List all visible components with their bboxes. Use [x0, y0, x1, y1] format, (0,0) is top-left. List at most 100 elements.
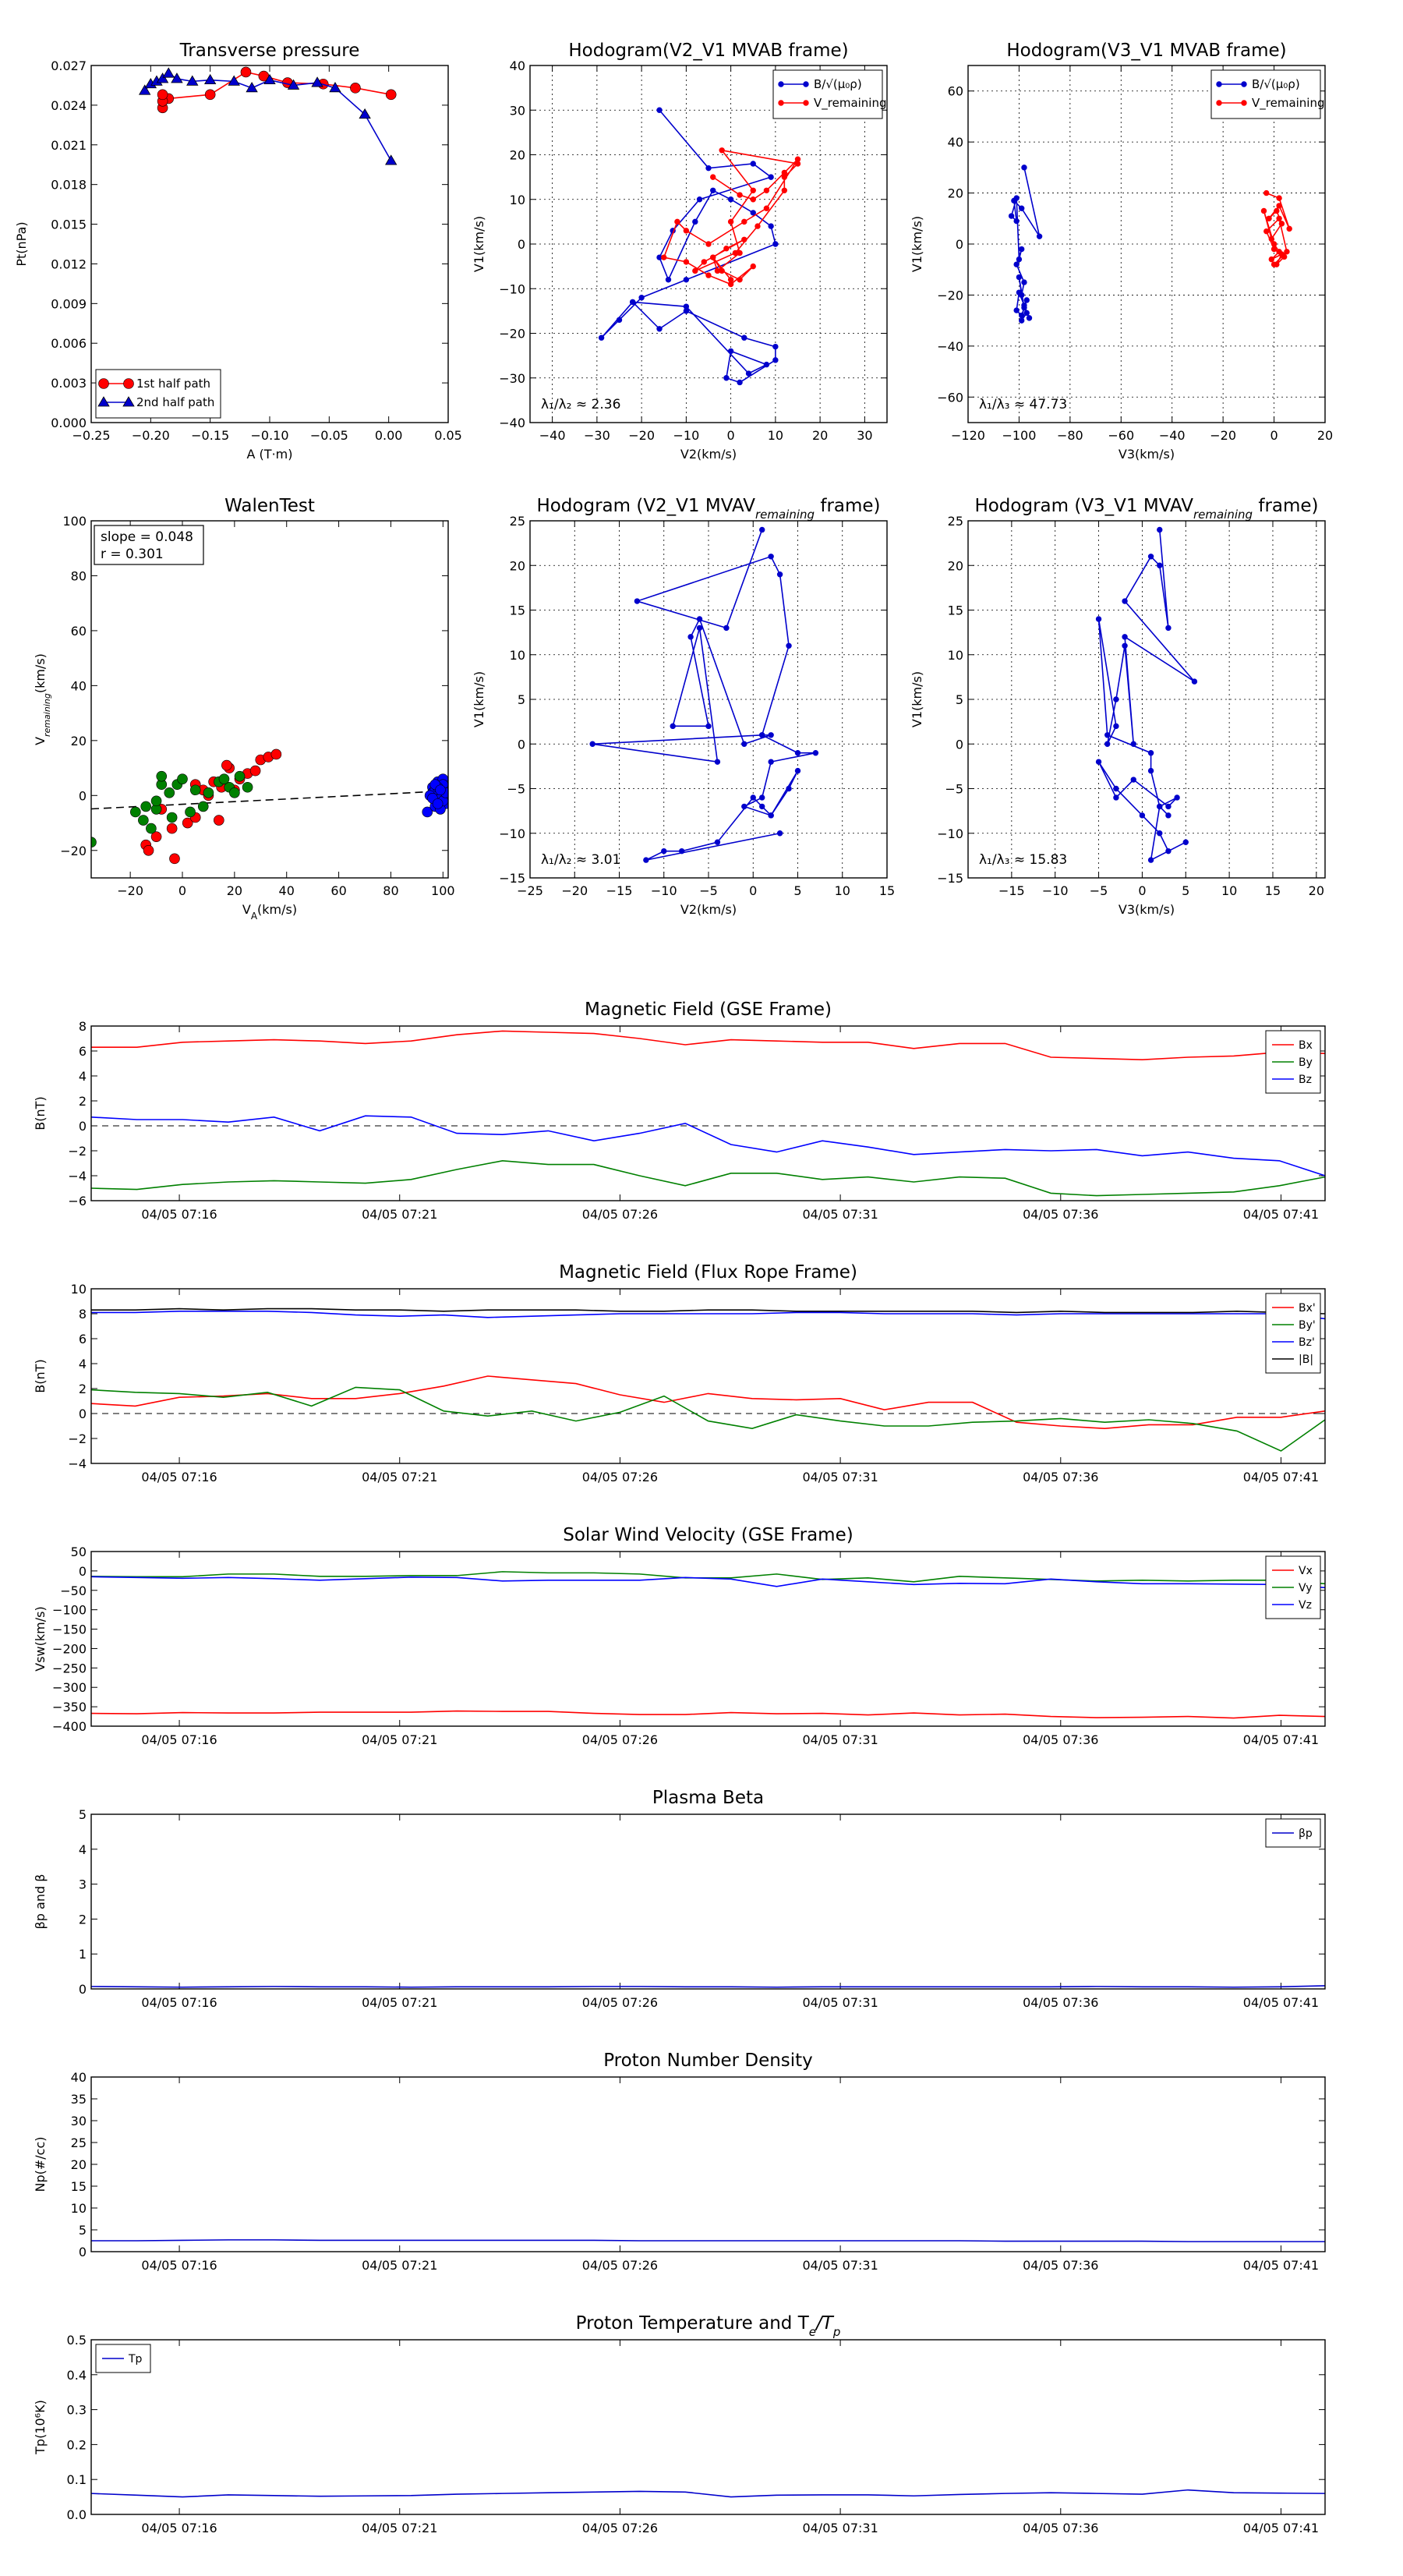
legend: B/√(μ₀ρ) V_remaining	[1210, 69, 1325, 119]
y-tick-label: 0.5	[67, 2333, 87, 2348]
y-tick-label: 0	[518, 237, 525, 252]
data-point	[1157, 830, 1163, 837]
data-point	[701, 259, 707, 265]
data-point	[249, 765, 261, 777]
data-point	[656, 326, 663, 332]
plot-area	[91, 2239, 1325, 2242]
data-point	[763, 187, 770, 194]
data-point	[727, 348, 734, 355]
y-tick-label: 15	[510, 603, 525, 618]
data-point	[768, 174, 774, 180]
data-point	[186, 75, 199, 86]
y-tick-label: 20	[71, 734, 87, 748]
time-tick-label: 04/05 07:41	[1243, 2258, 1319, 2273]
panel-title: Magnetic Field (Flux Rope Frame)	[559, 1262, 857, 1283]
series-line	[592, 529, 816, 861]
plot-area	[91, 748, 448, 865]
legend-label: V_remaining	[1252, 96, 1325, 111]
data-point	[737, 277, 743, 283]
data-point	[1122, 634, 1128, 640]
data-point	[1266, 215, 1272, 221]
y-tick-label: 10	[510, 648, 525, 663]
data-point	[768, 732, 774, 738]
legend-frame	[772, 69, 883, 119]
y-tick-label: 0.0	[67, 2507, 87, 2522]
x-tick-label: 20	[1317, 428, 1333, 443]
x-tick-label: 60	[330, 883, 346, 898]
data-point	[687, 634, 694, 640]
data-point	[242, 781, 253, 793]
data-point	[1278, 221, 1285, 227]
data-point	[768, 812, 774, 819]
x-tick-label: −0.05	[310, 428, 348, 443]
plot-frame	[90, 65, 449, 423]
data-point	[150, 831, 162, 842]
time-tick-label: 04/05 07:36	[1023, 2521, 1098, 2535]
data-point	[737, 249, 743, 257]
y-axis-label: V1(km/s)	[910, 671, 924, 727]
time-tick-label: 04/05 07:31	[802, 1207, 878, 1222]
time-tick-label: 04/05 07:21	[362, 2258, 437, 2273]
data-point	[1165, 803, 1172, 810]
panel-title: Transverse pressure	[179, 41, 360, 61]
legend-label: Vy	[1299, 1582, 1313, 1594]
data-point	[1026, 315, 1033, 321]
data-point	[1023, 310, 1030, 317]
legend-marker	[123, 378, 134, 389]
y-tick-label: −5	[945, 782, 963, 797]
data-point	[177, 773, 188, 784]
y-tick-label: 20	[510, 148, 525, 163]
time-tick-label: 04/05 07:31	[802, 2521, 878, 2535]
time-tick-label: 04/05 07:26	[582, 1470, 658, 1484]
fit-line	[91, 790, 448, 810]
time-tick-label: 04/05 07:41	[1243, 1732, 1319, 1747]
x-tick-label: −10	[673, 428, 699, 443]
data-point	[1013, 195, 1020, 201]
plot-frame	[90, 2076, 1326, 2252]
panel-title-main: Magnetic Field (GSE Frame)	[585, 1000, 832, 1020]
x-tick-label: −0.15	[191, 428, 229, 443]
plot-area	[91, 2489, 1325, 2498]
x-axis-label: V2(km/s)	[680, 902, 737, 917]
y-tick-label: 0	[79, 1982, 87, 1997]
data-point	[1268, 256, 1275, 263]
y-tick-label: −400	[52, 1719, 87, 1734]
data-point	[710, 174, 716, 180]
y-tick-label: 25	[71, 2135, 87, 2150]
series-0	[598, 107, 779, 386]
time-tick-label: 04/05 07:16	[141, 2521, 217, 2535]
data-point	[1174, 794, 1180, 801]
y-tick-label: 5	[79, 2223, 87, 2238]
y-tick-label: 0.015	[51, 218, 87, 232]
x-tick-label: −20	[1210, 428, 1236, 443]
data-point	[705, 272, 712, 278]
y-tick-label: −10	[937, 826, 963, 841]
panel-title: Proton Number Density	[603, 2051, 813, 2071]
data-point	[156, 770, 168, 782]
x-tick-label: 0	[178, 883, 186, 898]
data-point	[727, 218, 734, 225]
data-point	[1276, 195, 1282, 201]
x-tick-label: −120	[951, 428, 985, 443]
data-point	[1263, 189, 1270, 196]
data-point	[1095, 759, 1102, 765]
y-axis-label: Tp(10⁶K)	[33, 2400, 48, 2455]
data-point	[263, 73, 276, 85]
time-tick-label: 04/05 07:36	[1023, 1995, 1098, 2010]
legend-label: B/√(μ₀ρ)	[814, 77, 862, 91]
panel-hodogram-v2-v1-mvab: Hodogram(V2_V1 MVAB frame) −40 −30 −20 −10 0 1…	[472, 41, 888, 462]
data-point	[723, 375, 730, 381]
series-line-1	[91, 1386, 1325, 1452]
legend-label: Bz'	[1299, 1336, 1315, 1349]
plot-area	[91, 1030, 1325, 1197]
series-line	[1097, 529, 1196, 862]
data-point	[1270, 241, 1278, 247]
y-tick-label: 2	[79, 1094, 87, 1109]
x-tick-label: 0	[727, 428, 735, 443]
data-point	[140, 801, 152, 812]
data-point	[143, 844, 154, 856]
time-tick-label: 04/05 07:36	[1023, 1732, 1098, 1747]
data-point	[169, 853, 180, 865]
y-tick-label: 1	[79, 1947, 87, 1962]
data-point	[234, 770, 246, 782]
